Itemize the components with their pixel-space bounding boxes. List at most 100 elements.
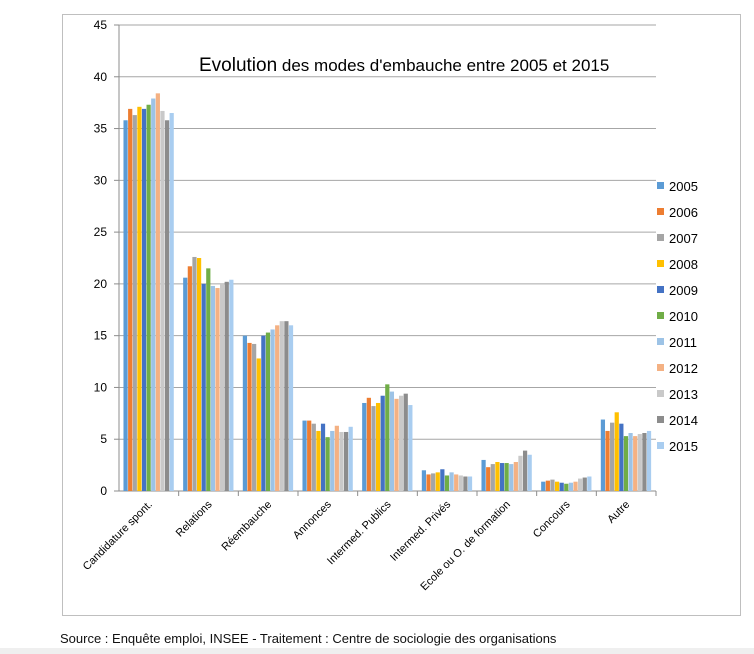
bar <box>509 464 514 491</box>
bar <box>449 472 454 491</box>
legend-swatch <box>657 312 664 319</box>
bar <box>201 283 206 491</box>
chart-title: Evolution des modes d'embauche entre 200… <box>199 55 609 76</box>
bar <box>642 433 647 491</box>
y-tick-label: 45 <box>94 18 108 32</box>
bar-chart: 0 5 10 15 20 25 30 35 40 45 Candidature spont. Rel… <box>81 18 698 593</box>
legend-label: 2014 <box>669 413 698 428</box>
bar <box>403 393 408 491</box>
bar <box>550 479 555 491</box>
bar <box>330 430 335 491</box>
bar <box>522 450 528 491</box>
legend-swatch <box>657 260 664 267</box>
bars <box>123 93 652 492</box>
bar <box>141 108 147 491</box>
y-tick-label: 30 <box>94 173 108 187</box>
bar <box>573 481 578 491</box>
legend-swatch <box>657 442 664 449</box>
legend-swatch <box>657 364 664 371</box>
bar <box>481 459 486 491</box>
bar <box>421 470 427 491</box>
bar <box>587 476 592 491</box>
bar <box>440 469 445 491</box>
bar <box>187 266 192 491</box>
chart-title-main: Evolution <box>199 55 277 76</box>
legend-swatch <box>657 416 664 423</box>
bar <box>637 434 642 491</box>
y-tick-label: 15 <box>94 329 108 343</box>
bar <box>408 405 413 491</box>
y-tick-label: 5 <box>100 432 107 446</box>
bar <box>371 406 376 491</box>
chart-title-rest: des modes d'embauche entre 2005 et 2015 <box>277 56 609 75</box>
bar <box>343 431 349 491</box>
legend-label: 2012 <box>669 361 698 376</box>
y-tick-label: 35 <box>94 122 108 136</box>
bar <box>431 473 436 491</box>
bar <box>339 431 344 491</box>
bar <box>564 483 569 491</box>
y-tick-label: 0 <box>100 484 107 498</box>
bar <box>146 104 151 491</box>
bar <box>279 321 284 491</box>
bar <box>210 285 216 491</box>
bar <box>399 395 404 491</box>
bar <box>578 478 583 491</box>
bar <box>132 115 137 492</box>
bar <box>348 426 353 491</box>
bar <box>545 480 550 491</box>
bar <box>247 342 252 491</box>
x-tick-labels: Candidature spont. Relations Réembauche Ann… <box>81 498 633 593</box>
bar <box>518 455 523 491</box>
bar <box>128 108 133 491</box>
bar <box>270 329 275 491</box>
bar <box>192 256 197 491</box>
bar <box>458 475 463 491</box>
bar <box>385 384 390 491</box>
bar <box>619 423 624 491</box>
bar <box>366 397 371 491</box>
bar <box>614 412 619 491</box>
bar <box>486 467 491 491</box>
bar <box>307 420 312 491</box>
legend-label: 2006 <box>669 205 698 220</box>
legend-swatch <box>657 182 664 189</box>
bar <box>504 463 509 491</box>
legend: 2005 2006 2007 2008 2009 2010 2011 2012 2013 2014… <box>657 179 698 454</box>
bar <box>362 402 367 491</box>
bar <box>610 422 615 491</box>
x-tick-label: Relations <box>174 498 215 539</box>
legend-label: 2009 <box>669 283 698 298</box>
bar <box>252 343 257 491</box>
bar <box>463 476 468 491</box>
legend-label: 2013 <box>669 387 698 402</box>
legend-label: 2005 <box>669 179 698 194</box>
chart-frame: 0 5 10 15 20 25 30 35 40 45 Candidature spont. Rel… <box>62 14 741 616</box>
bar <box>316 430 321 491</box>
y-tick-labels: 0 5 10 15 20 25 30 35 40 45 <box>94 18 108 498</box>
bar <box>389 391 395 491</box>
bar <box>541 481 546 491</box>
bar <box>302 420 307 491</box>
bar <box>605 430 610 491</box>
y-tick-label: 25 <box>94 225 108 239</box>
bar <box>320 423 326 491</box>
bar <box>375 402 381 491</box>
bar <box>275 325 280 491</box>
bar <box>311 423 316 491</box>
bar <box>242 335 248 491</box>
bar <box>169 113 174 492</box>
page-bottom-band <box>0 648 754 654</box>
bar <box>220 283 225 491</box>
y-tick-label: 10 <box>94 380 108 394</box>
bar <box>568 482 574 491</box>
bar <box>527 454 532 491</box>
bar <box>499 463 505 491</box>
bar <box>164 120 170 491</box>
x-tick-label: Réembauche <box>220 499 275 554</box>
bar <box>284 321 289 491</box>
bar <box>229 279 234 491</box>
legend-label: 2011 <box>669 335 697 350</box>
bar <box>325 437 330 491</box>
legend-label: 2007 <box>669 231 698 246</box>
